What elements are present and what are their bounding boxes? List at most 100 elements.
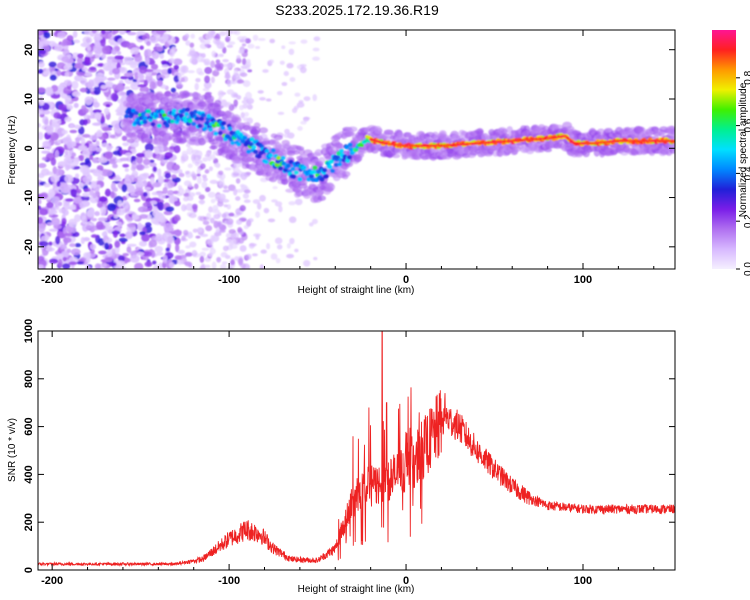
spectrogram-blob [271,199,278,203]
spectrogram-blob [219,31,227,37]
spectrogram-blob [236,94,242,100]
spectrogram-blob [217,130,223,136]
spectrogram-y-ticks: -20 -10 0 10 20 [23,44,675,255]
spectrogram-blob [230,259,235,266]
spectrogram-blob [83,252,91,259]
spectrogram-blob [125,123,135,132]
spectrogram-blob [136,251,145,256]
spectrogram-blob [38,30,44,36]
spectrogram-blob [243,112,250,117]
snr-y-tick-label: 800 [23,370,35,388]
spectrogram-blob [196,227,203,233]
spectrogram-y-tick-label: 20 [23,44,35,56]
spectrogram-blob [214,231,222,237]
spectrogram-blob [82,36,93,45]
spectrogram-blob [191,121,197,127]
snr-x-axis-label: Height of straight line (km) [298,584,415,595]
spectrogram-blob [82,192,91,197]
spectrogram-blob [130,47,140,55]
spectrogram-blob [263,159,269,165]
spectrogram-blob [185,245,191,249]
spectrogram-blob [296,102,305,108]
spectrogram-blob [195,235,201,239]
spectrogram-blob [193,154,202,161]
spectrogram-blob [265,98,272,102]
spectrogram-blob [275,159,281,164]
spectrogram-blob [139,65,148,74]
spectrogram-blob [189,241,197,248]
spectrogram-blob [64,116,72,122]
spectrogram-blob [199,163,206,170]
spectrogram-blob [70,158,79,167]
spectrogram-blob [241,43,247,47]
spectrogram-blob [280,178,289,185]
spectrogram-blob [196,176,202,185]
spectrogram-blob [196,167,201,176]
spectrogram-blob [149,159,155,163]
spectrogram-blob [289,77,296,82]
spectrogram-blob [347,142,353,147]
spectrogram-blob [292,150,300,155]
spectrogram-blob [218,181,226,188]
spectrogram-blob [289,237,295,245]
spectrogram-blob [204,120,210,126]
spectrogram-blob [151,98,160,105]
spectrogram-blob [121,184,128,193]
spectrogram-blob [156,79,163,87]
spectrogram-blob [89,180,98,190]
spectrogram-blob [317,195,326,202]
spectrogram-blob [670,144,675,151]
spectrogram-blob [112,150,122,156]
spectrogram-blob [214,104,224,110]
spectrogram-blob [209,247,216,255]
spectrogram-blob [337,162,343,167]
spectrogram-blob [339,148,344,154]
spectrogram-blob [290,166,296,172]
spectrogram-blob [199,140,207,145]
spectrogram-blob [112,84,118,91]
spectrogram-blob [228,103,235,112]
spectrogram-blob [92,101,100,108]
spectrogram-blob [175,83,184,88]
spectrogram-blob [86,46,92,52]
spectrogram-blob [300,39,308,44]
spectrogram-blob [183,192,191,197]
spectrogram-blob [63,64,73,71]
spectrogram-blob [136,30,146,36]
spectrogram-blob [181,204,187,212]
spectrogram-blob [123,72,134,78]
spectrogram-blob [69,124,75,128]
spectrogram-blob [162,33,169,42]
spectrogram-x-axis-label: Height of straight line (km) [298,285,415,296]
spectrogram-blob [62,209,69,216]
spectrogram-blob [54,149,60,158]
spectrogram-blob [188,49,197,55]
colorbar-tick-label: 0.6 [743,118,750,132]
spectrogram-blob [42,71,50,76]
spectrogram-blob [85,53,94,58]
spectrogram-blob [55,168,63,177]
spectrogram-blob [239,205,246,212]
spectrogram-blob [44,118,49,127]
snr-y-tick-label: 200 [23,513,35,531]
spectrogram-blob [83,118,88,126]
spectrogram-blob [243,189,251,194]
spectrogram-blob [188,213,197,219]
spectrogram-blob [74,173,80,179]
spectrogram-blob [225,237,231,244]
spectrogram-blob [109,134,116,139]
spectrogram-blob [96,202,103,208]
spectrogram-blob [220,252,228,258]
spectrogram-blob [210,60,216,69]
spectrogram-blob [94,211,100,217]
spectrogram-blob [200,113,206,118]
spectrogram-blob [294,92,301,97]
spectrogram-blob [83,188,91,192]
spectrogram-blob [222,245,229,252]
spectrogram-blob [268,59,275,64]
spectrogram-blob [94,263,101,269]
spectrogram-blob [227,126,233,131]
spectrogram-blob [224,167,232,171]
spectrogram-blob [221,213,227,218]
spectrogram-blob [48,61,57,68]
